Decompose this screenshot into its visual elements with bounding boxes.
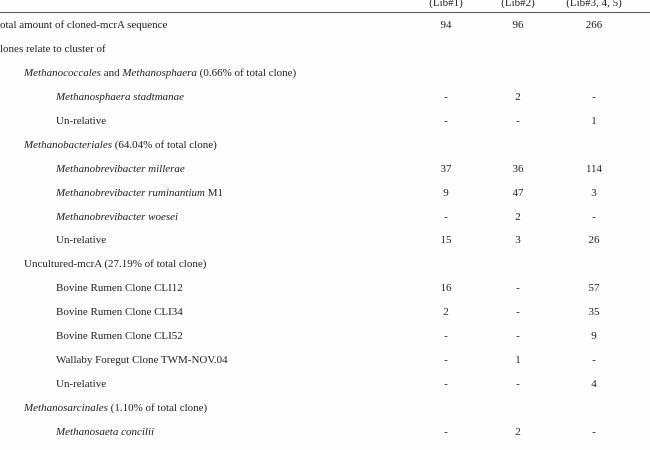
label-text: lones relate to cluster of <box>0 42 106 55</box>
cell-value: - <box>444 90 448 103</box>
cell-value: 4 <box>591 378 597 391</box>
row-label: Un-relative <box>56 114 106 128</box>
row-label: Methanobrevibacter woesei <box>56 210 178 224</box>
cell-value: 94 <box>440 19 452 31</box>
cell-value: 9 <box>443 186 449 199</box>
label-text: Uncultured-mcrA (27.19% of total clone) <box>24 258 207 271</box>
label-text: Methanobrevibacter millerae <box>56 162 185 175</box>
cell-value: 2 <box>515 210 521 223</box>
cell-value: 37 <box>440 162 452 175</box>
row-label: lones relate to cluster of <box>0 42 106 56</box>
cell-value: 1 <box>515 354 521 367</box>
row-label: Un-relative <box>56 233 106 247</box>
cell-value: - <box>516 378 520 391</box>
row-label: Methanosarcinales (1.10% of total clone) <box>24 401 207 415</box>
column-header: (Lib#1) <box>429 0 463 9</box>
cell-value: 2 <box>443 306 449 319</box>
cell-value: - <box>444 114 448 127</box>
label-text: (1.10% of total clone) <box>107 402 208 415</box>
cell-value: - <box>592 425 596 438</box>
label-text: Methanosaeta concilii <box>56 425 155 438</box>
row-label: Wallaby Foregut Clone TWM-NOV.04 <box>56 353 228 367</box>
cell-value: 3 <box>515 234 521 247</box>
label-text: Wallaby Foregut Clone TWM-NOV.04 <box>56 354 228 367</box>
cell-value: - <box>592 210 596 223</box>
label-text: Bovine Rumen Clone CLI12 <box>56 282 183 295</box>
cell-value: - <box>444 330 448 343</box>
row-label: Uncultured-mcrA (27.19% of total clone) <box>24 257 206 271</box>
cell-value: - <box>444 378 448 391</box>
row-label: Methanosphaera stadtmanae <box>56 90 184 104</box>
label-text: Bovine Rumen Clone CLI34 <box>56 306 183 319</box>
cell-value: - <box>444 210 448 223</box>
row-label: Methanosaeta concilii <box>56 425 154 439</box>
label-text: and <box>100 66 123 79</box>
row-label: Methanobacteriales (64.04% of total clon… <box>24 138 217 152</box>
cell-value: 26 <box>588 234 600 247</box>
cell-value: - <box>516 306 520 319</box>
cell-value: - <box>444 425 448 438</box>
cell-value: 16 <box>440 282 452 295</box>
row-label: Methanobrevibacter ruminantium M1 <box>56 186 223 200</box>
cell-value: 96 <box>512 19 524 31</box>
cell-value: 2 <box>515 425 521 438</box>
cell-value: 15 <box>440 234 452 247</box>
cell-value: - <box>592 354 596 367</box>
label-text: (64.04% of total clone) <box>111 138 217 151</box>
label-text: Methanosarcinales <box>24 402 108 415</box>
cell-value: 35 <box>588 306 600 319</box>
cell-value: - <box>516 114 520 127</box>
label-text: (0.66% of total clone) <box>196 66 297 79</box>
label-text: Methanosphaera <box>122 66 197 79</box>
cell-value: 1 <box>591 114 597 127</box>
row-label: Methanococcales and Methanosphaera (0.66… <box>24 66 296 80</box>
row-label: Bovine Rumen Clone CLI34 <box>56 305 183 319</box>
label-text: Bovine Rumen Clone CLI52 <box>56 330 183 343</box>
label-text: Un-relative <box>56 378 107 391</box>
cell-value: - <box>516 282 520 295</box>
top-rule <box>0 12 650 13</box>
label-text: Methanococcales <box>24 66 101 79</box>
column-header: (Lib#3, 4, 5) <box>566 0 622 9</box>
cell-value: 114 <box>585 162 603 175</box>
label-text: Un-relative <box>56 234 107 247</box>
label-text: M1 <box>204 186 224 199</box>
label-text: Methanobrevibacter woesei <box>56 210 179 223</box>
cell-value: 266 <box>585 19 603 31</box>
row-label: otal amount of cloned-mcrA sequence <box>0 18 167 32</box>
row-label: Bovine Rumen Clone CLI12 <box>56 281 183 295</box>
label-text: Un-relative <box>56 114 107 127</box>
cell-value: - <box>516 330 520 343</box>
cell-value: 57 <box>588 282 600 295</box>
row-label: Methanobrevibacter millerae <box>56 162 185 176</box>
cell-value: - <box>592 90 596 103</box>
label-text: Methanobrevibacter ruminantium <box>56 186 205 199</box>
label-text: Methanosphaera stadtmanae <box>56 90 185 103</box>
cell-value: 9 <box>591 330 597 343</box>
label-text: otal amount of cloned-mcrA sequence <box>0 19 168 31</box>
cell-value: 36 <box>512 162 524 175</box>
cell-value: 2 <box>515 90 521 103</box>
row-label: Bovine Rumen Clone CLI52 <box>56 329 183 343</box>
cell-value: 47 <box>512 186 524 199</box>
column-header: (Lib#2) <box>501 0 535 9</box>
cell-value: 3 <box>591 186 597 199</box>
row-label: Un-relative <box>56 377 106 391</box>
cell-value: - <box>444 354 448 367</box>
label-text: Methanobacteriales <box>24 138 112 151</box>
